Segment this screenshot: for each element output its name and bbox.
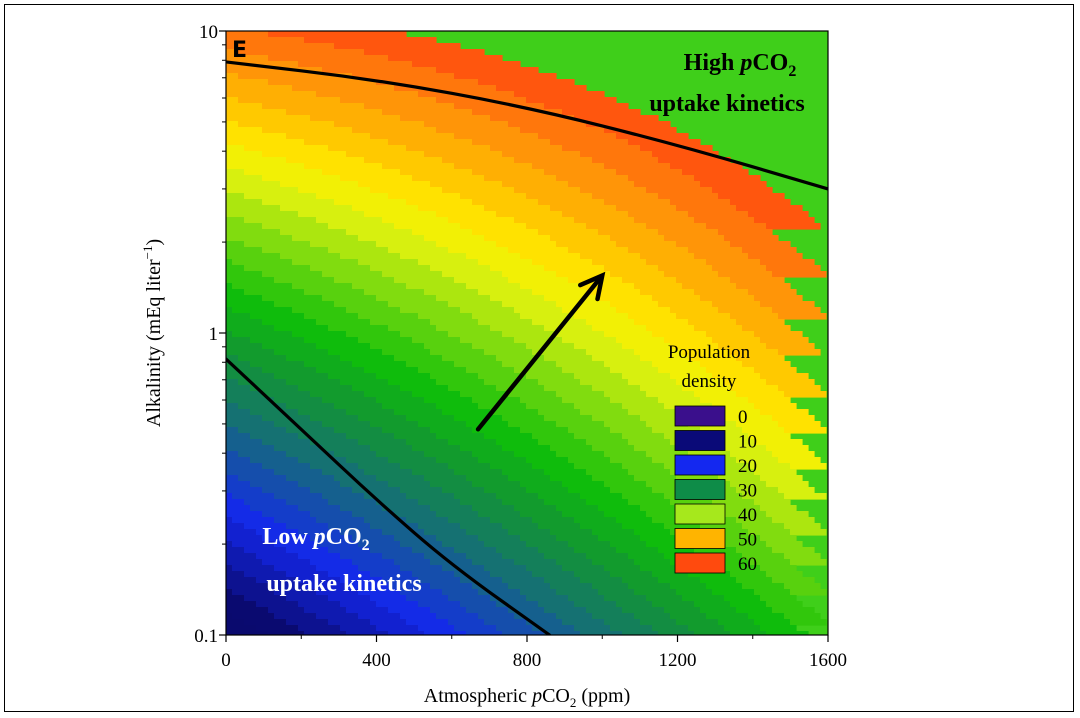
arrow-shaft — [475, 276, 602, 432]
legend-swatch — [674, 430, 726, 451]
legend-label: 50 — [738, 530, 757, 551]
trend-arrow — [475, 271, 606, 432]
contour-line-low — [226, 357, 552, 635]
high-region-label: High pCO2 uptake kinetics — [649, 50, 804, 117]
y-tick-label: 10 — [199, 22, 218, 43]
legend-label: 0 — [738, 407, 748, 428]
legend-label: 20 — [738, 456, 757, 477]
legend-title-line2: density — [682, 371, 737, 392]
y-axis-title: Alkalinity (mEq liter−1) — [140, 239, 165, 427]
legend-swatch — [674, 528, 726, 549]
svg-text:uptake kinetics: uptake kinetics — [266, 571, 421, 597]
legend-label: 40 — [738, 505, 757, 526]
arrow-head — [578, 271, 606, 302]
svg-text:uptake kinetics: uptake kinetics — [649, 91, 804, 117]
figure-frame — [4, 4, 1074, 712]
svg-text:High pCO2: High pCO2 — [684, 50, 797, 80]
y-axis: 0.1 1 10 — [194, 22, 226, 647]
x-axis-title: Atmospheric pCO2 (ppm) — [424, 685, 631, 710]
legend-label: 60 — [738, 554, 757, 575]
x-tick-label: 400 — [362, 650, 391, 671]
x-tick-label: 1200 — [659, 650, 697, 671]
y-tick-label: 1 — [209, 324, 219, 345]
panel-label: E — [232, 38, 247, 63]
legend-label: 10 — [738, 432, 757, 453]
low-region-label: Low pCO2 uptake kinetics — [262, 524, 421, 597]
legend-swatch — [674, 454, 726, 476]
colorbar-legend: Population density 0 10 20 30 40 50 60 — [668, 342, 757, 575]
legend-swatch — [674, 405, 726, 427]
legend-swatch — [674, 552, 726, 574]
x-tick-label: 1600 — [809, 650, 847, 671]
x-tick-label: 800 — [513, 650, 542, 671]
x-axis: 0 400 800 1200 1600 — [221, 635, 847, 671]
legend-label: 30 — [738, 481, 757, 502]
contour-line-high — [226, 60, 828, 191]
svg-text:Low pCO2: Low pCO2 — [262, 524, 369, 554]
y-tick-label: 0.1 — [194, 626, 218, 647]
legend-swatch — [674, 479, 726, 500]
legend-swatch — [674, 503, 726, 525]
heatmap-field — [226, 31, 828, 635]
x-tick-label: 0 — [221, 650, 231, 671]
legend-title-line1: Population — [668, 342, 751, 363]
contour-lines — [226, 60, 828, 635]
